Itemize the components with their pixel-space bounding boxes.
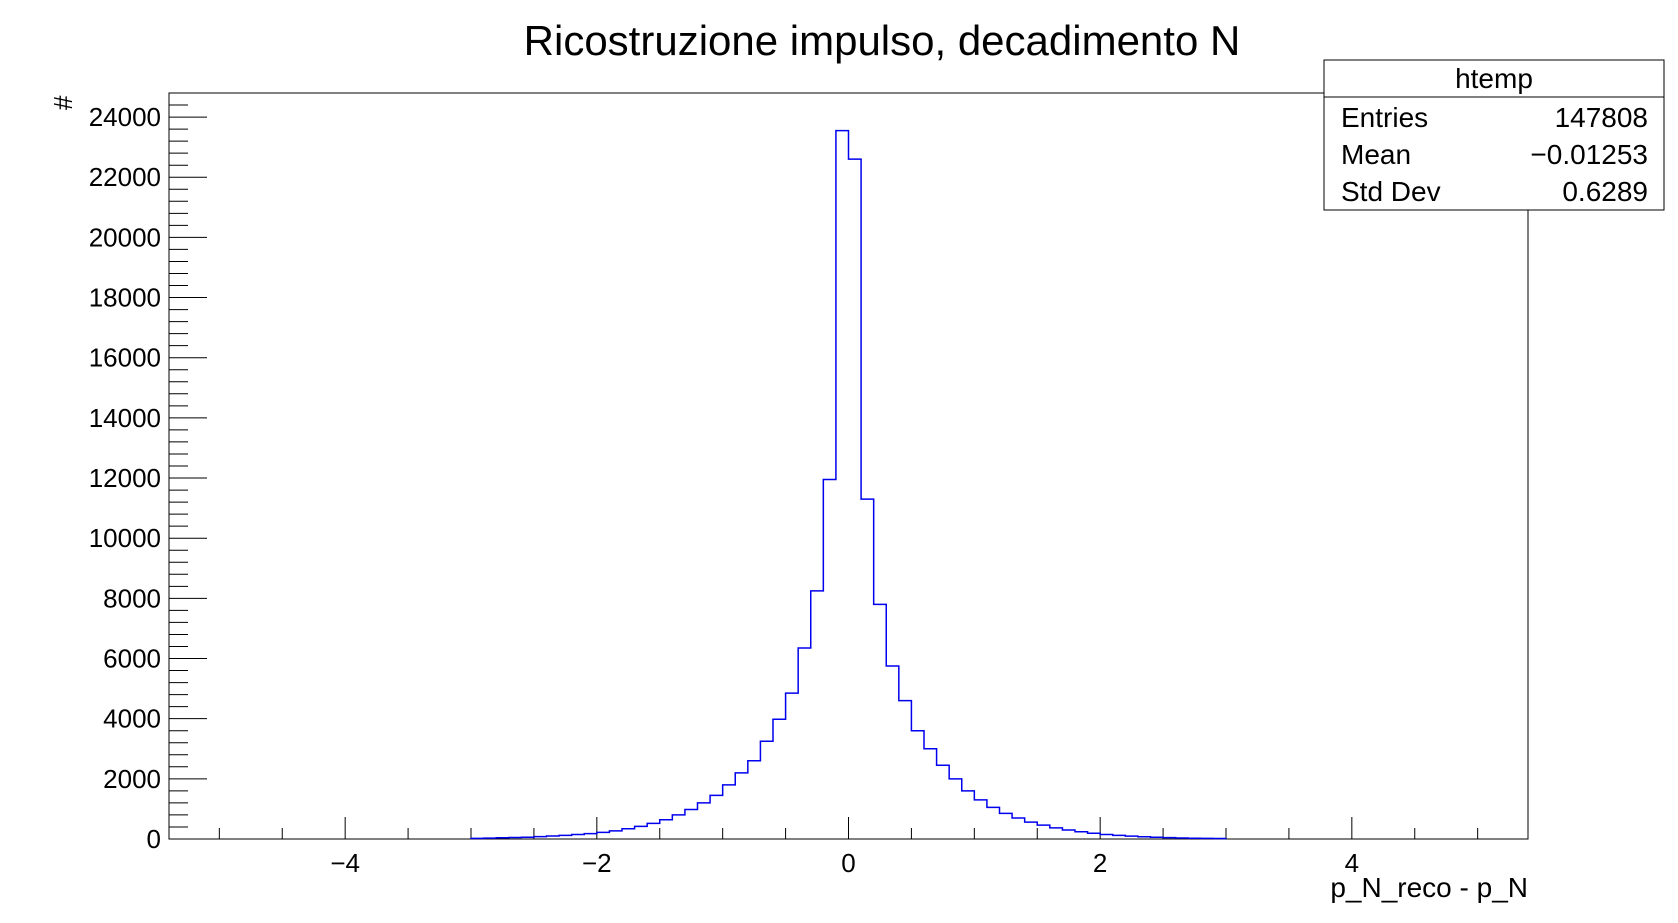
y-tick-label: 20000 [89,222,161,252]
y-tick-label: 8000 [103,583,161,613]
y-axis-ticks: 0 2000 4000 6000 8000 10000 12000 14000 16000 180… [89,92,207,854]
y-tick-label: 4000 [103,704,161,734]
chart-title: Ricostruzione impulso, decadimento N [524,17,1241,64]
y-tick-label: 0 [147,824,161,854]
stats-box-title: htemp [1455,63,1533,94]
stats-mean-value: −0.01253 [1530,139,1648,170]
stats-entries-value: 147808 [1555,102,1648,133]
x-tick-label: −4 [330,848,360,878]
y-tick-label: 14000 [89,403,161,433]
stats-stddev-label: Std Dev [1341,176,1441,207]
stats-box: htemp Entries 147808 Mean −0.01253 Std D… [1323,59,1665,211]
x-axis-ticks: −4 −2 0 2 4 [218,817,1479,878]
x-tick-label: 0 [841,848,855,878]
y-tick-label: 16000 [89,343,161,373]
x-tick-label: 4 [1345,848,1359,878]
y-tick-label: 18000 [89,283,161,313]
y-tick-label: 10000 [89,523,161,553]
y-tick-label: 6000 [103,644,161,674]
y-axis-label: # [48,95,78,110]
stats-entries-label: Entries [1341,102,1428,133]
y-tick-label: 24000 [89,102,161,132]
stats-mean-label: Mean [1341,139,1411,170]
x-axis-label: p_N_reco - p_N [1330,872,1528,903]
x-tick-label: 2 [1093,848,1107,878]
x-tick-label: −2 [582,848,612,878]
stats-box-frame [1323,59,1665,211]
y-tick-label: 12000 [89,463,161,493]
y-tick-label: 22000 [89,162,161,192]
y-tick-label: 2000 [103,764,161,794]
histogram-outline [470,129,1227,840]
stats-stddev-value: 0.6289 [1562,176,1648,207]
